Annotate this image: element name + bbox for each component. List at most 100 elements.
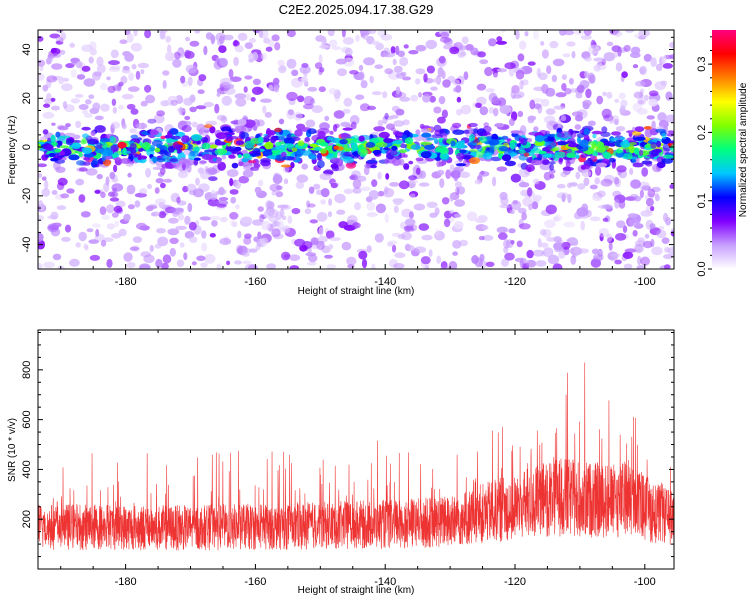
noise-cell	[85, 168, 98, 176]
noise-cell	[237, 230, 242, 239]
noise-cell	[144, 84, 152, 93]
noise-cell	[162, 80, 167, 89]
noise-cell	[286, 91, 298, 101]
signal-cell	[201, 142, 211, 150]
noise-cell	[517, 110, 524, 118]
noise-cell	[113, 164, 118, 173]
noise-cell	[286, 30, 296, 38]
signal-cell	[317, 130, 326, 139]
signal-cell	[615, 149, 624, 153]
noise-cell	[559, 246, 564, 253]
signal-cell	[530, 159, 543, 166]
noise-cell	[576, 207, 589, 217]
noise-cell	[639, 67, 646, 74]
noise-cell	[429, 95, 436, 103]
noise-cell	[532, 249, 545, 257]
noise-cell	[393, 263, 405, 269]
noise-cell	[123, 213, 131, 222]
signal-cell	[631, 159, 637, 163]
noise-cell	[265, 200, 273, 210]
signal-cell	[65, 139, 74, 146]
noise-cell	[613, 30, 623, 37]
noise-cell	[226, 260, 231, 266]
signal-cell	[266, 130, 277, 136]
noise-cell	[485, 88, 495, 93]
noise-cell	[201, 242, 208, 252]
signal-cell	[525, 164, 535, 172]
signal-cell	[496, 166, 508, 172]
noise-cell	[253, 125, 258, 131]
noise-cell	[622, 251, 634, 259]
noise-cell	[133, 30, 138, 37]
noise-cell	[326, 264, 337, 269]
signal-cell	[631, 130, 642, 136]
noise-cell	[508, 118, 515, 126]
signal-cell	[634, 147, 639, 155]
x-tick-label: -120	[504, 276, 526, 288]
noise-cell	[602, 217, 609, 222]
noise-cell	[261, 220, 271, 231]
noise-cell	[546, 65, 552, 75]
noise-cell	[293, 111, 303, 121]
noise-cell	[108, 191, 116, 197]
noise-cell	[140, 100, 148, 107]
noise-cell	[250, 97, 256, 102]
signal-cell	[385, 149, 398, 156]
signal-cell	[290, 161, 295, 169]
signal-cell	[78, 152, 83, 157]
signal-cell	[652, 148, 663, 154]
signal-cell	[331, 165, 340, 172]
noise-cell	[628, 218, 641, 227]
colorbar-tick-label: 0.0	[696, 261, 708, 276]
x-tick-label: -180	[115, 576, 137, 588]
noise-cell	[488, 38, 497, 47]
noise-cell	[160, 182, 166, 189]
signal-cell	[383, 138, 394, 143]
signal-cell	[169, 158, 179, 163]
noise-cell	[268, 209, 279, 218]
figure-title: C2E2.2025.094.17.38.G29	[279, 2, 434, 17]
noise-cell	[395, 108, 405, 116]
noise-cell	[221, 95, 232, 106]
noise-cell	[234, 93, 247, 99]
noise-cell	[561, 83, 567, 91]
signal-cell	[225, 136, 234, 142]
noise-cell	[500, 196, 509, 206]
signal-cell	[421, 132, 432, 138]
noise-cell	[663, 254, 674, 260]
noise-cell	[542, 247, 554, 258]
noise-cell	[220, 116, 228, 123]
signal-cell	[201, 154, 214, 161]
signal-cell	[161, 163, 174, 169]
noise-cell	[383, 187, 395, 198]
noise-cell	[334, 94, 340, 103]
noise-cell	[421, 234, 433, 241]
noise-cell	[262, 105, 267, 114]
noise-cell	[413, 203, 426, 211]
signal-cell	[668, 140, 674, 144]
noise-cell	[189, 94, 196, 103]
noise-cell	[306, 200, 311, 208]
noise-cell	[437, 67, 444, 77]
noise-cell	[492, 176, 497, 187]
noise-cell	[661, 55, 667, 64]
noise-cell	[603, 52, 615, 62]
noise-cell	[229, 189, 239, 195]
noise-cell	[78, 104, 89, 110]
noise-cell	[218, 186, 225, 196]
spectrogram-y-label: Frequency (Hz)	[7, 116, 18, 185]
signal-cell	[51, 142, 58, 146]
noise-cell	[106, 258, 113, 268]
noise-cell	[371, 40, 380, 46]
noise-cell	[324, 254, 333, 259]
noise-cell	[38, 72, 45, 81]
noise-cell	[303, 103, 314, 110]
noise-cell	[229, 212, 239, 220]
signal-cell	[576, 133, 585, 138]
noise-cell	[638, 30, 650, 37]
signal-cell	[639, 149, 644, 156]
noise-cell	[408, 179, 419, 184]
noise-cell	[222, 34, 234, 41]
noise-cell	[75, 60, 83, 69]
signal-cell	[45, 144, 54, 151]
